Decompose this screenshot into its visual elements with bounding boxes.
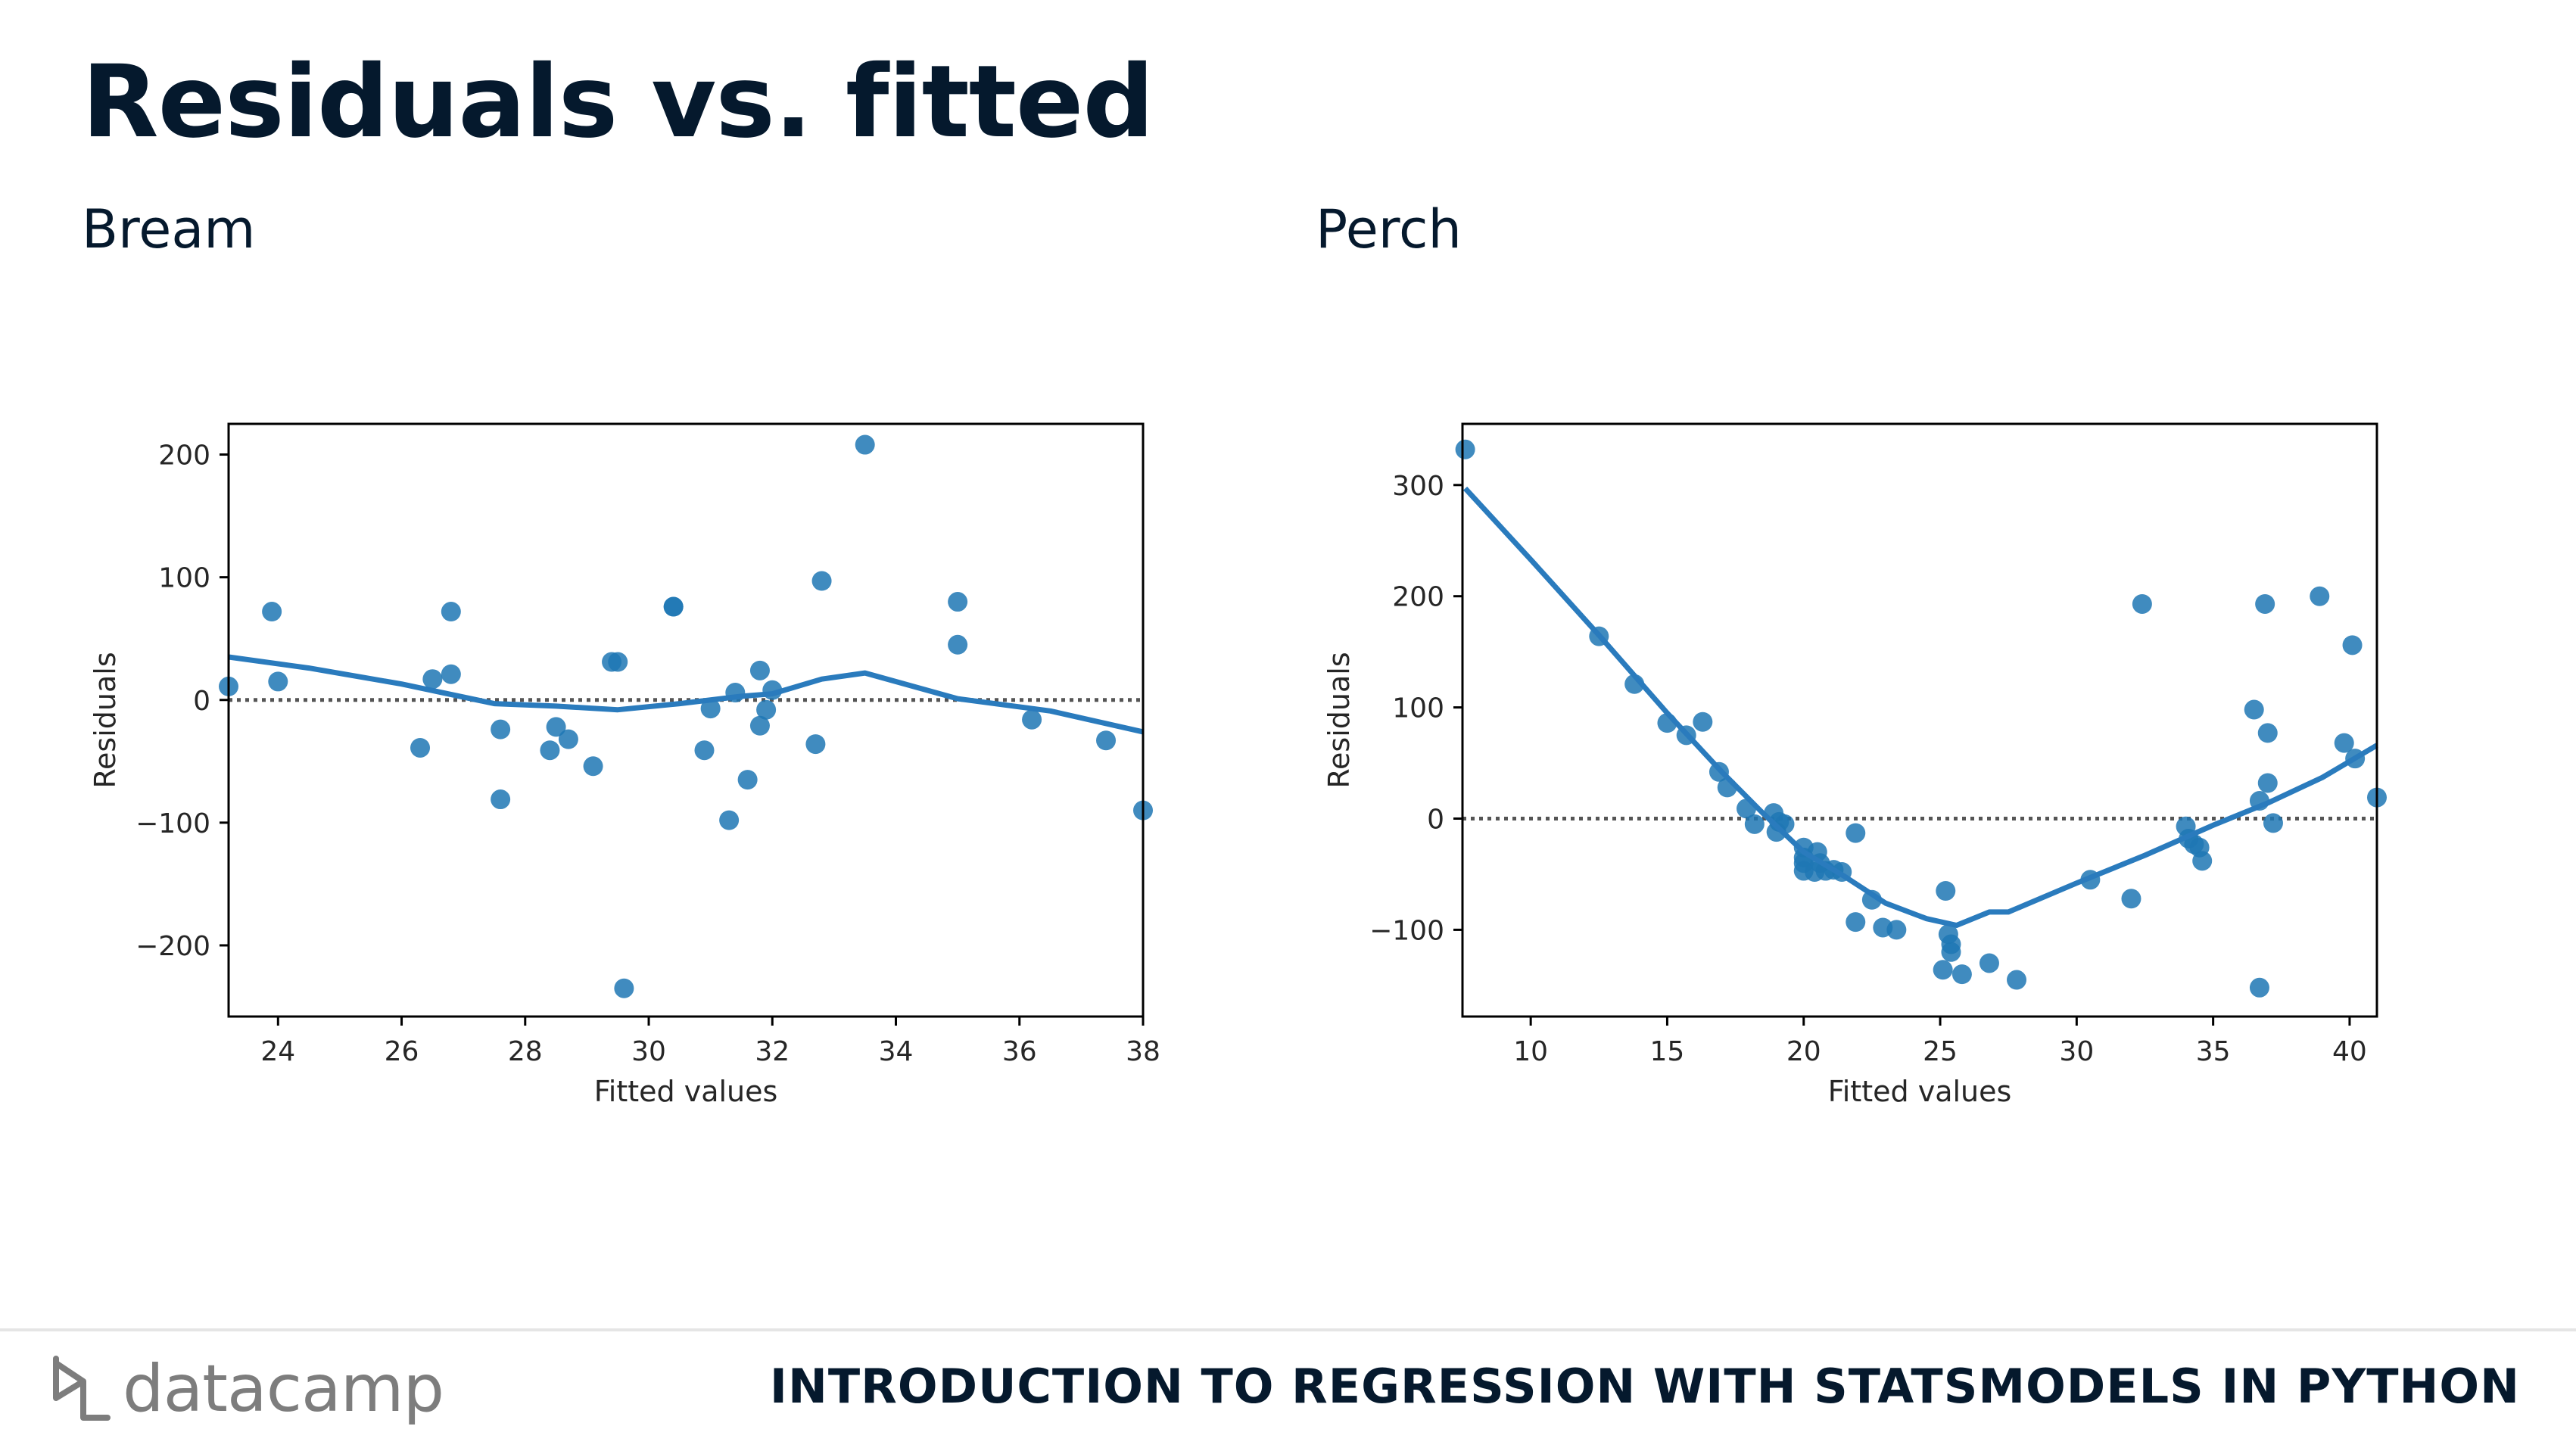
data-point (608, 652, 628, 672)
data-point (2257, 723, 2278, 743)
data-point (2132, 593, 2152, 614)
x-tick-label: 35 (2196, 1036, 2231, 1067)
y-axis-label: Residuals (89, 652, 122, 788)
data-point (1022, 709, 1042, 730)
x-tick-label: 32 (755, 1036, 790, 1067)
data-point (1455, 439, 1475, 459)
y-tick-label: 100 (158, 563, 210, 594)
datacamp-logo-icon (53, 1356, 111, 1421)
data-point (2007, 970, 2027, 990)
data-point (546, 717, 566, 737)
data-point (805, 734, 826, 755)
data-point (1846, 823, 1866, 843)
y-tick-label: −100 (135, 808, 210, 839)
data-point (268, 671, 288, 692)
data-point (2342, 635, 2363, 655)
data-point (262, 602, 282, 622)
x-axis-label: Fitted values (594, 1075, 778, 1108)
data-point (614, 978, 634, 998)
y-tick-label: −200 (135, 931, 210, 962)
data-point (948, 592, 968, 612)
data-point (1846, 912, 1866, 933)
x-tick-label: 20 (1786, 1036, 1821, 1067)
data-point (410, 737, 431, 758)
data-point (1951, 964, 1972, 985)
data-point (2121, 889, 2141, 909)
data-point (811, 571, 832, 591)
data-point (1886, 920, 1907, 940)
x-tick-label: 30 (631, 1036, 666, 1067)
x-tick-label: 15 (1650, 1036, 1685, 1067)
data-point (2244, 699, 2264, 720)
y-tick-label: 300 (1392, 471, 1444, 502)
data-point (441, 602, 461, 622)
data-point (737, 770, 758, 790)
x-tick-label: 40 (2332, 1036, 2367, 1067)
y-tick-label: 200 (1392, 582, 1444, 613)
data-point (1744, 814, 1765, 834)
x-tick-label: 28 (508, 1036, 543, 1067)
data-point (855, 434, 875, 455)
data-point (2257, 773, 2278, 793)
chart-title-perch: Perch (1316, 198, 1462, 260)
data-point (583, 756, 603, 777)
x-tick-label: 25 (1923, 1036, 1958, 1067)
y-tick-label: 0 (193, 686, 210, 717)
x-tick-label: 38 (1126, 1036, 1160, 1067)
data-point (558, 729, 578, 749)
x-tick-label: 24 (260, 1036, 295, 1067)
data-point (441, 664, 461, 684)
data-point (2255, 593, 2275, 614)
data-point (719, 810, 740, 830)
x-tick-label: 30 (2059, 1036, 2094, 1067)
chart-title-bream: Bream (82, 198, 256, 260)
x-tick-label: 26 (385, 1036, 419, 1067)
course-name: INTRODUCTION TO REGRESSION WITH STATSMOD… (769, 1359, 2520, 1414)
data-point (2192, 851, 2213, 871)
y-tick-label: −100 (1369, 915, 1444, 946)
data-point (491, 719, 511, 740)
y-axis-label: Residuals (1322, 652, 1356, 788)
chart-bream: 24 26 28 30 32 34 36 38 −200 −100 0 100 200 Fitted va… (89, 422, 1160, 1108)
data-point (749, 715, 770, 736)
data-point (749, 660, 770, 680)
slide-title: Residuals vs. fitted (82, 44, 1154, 160)
y-tick-label: 100 (1392, 693, 1444, 724)
datacamp-logo[interactable]: datacamp (51, 1347, 444, 1431)
data-point (1096, 730, 1117, 751)
plot-frame (1461, 422, 2378, 1018)
brand-name: datacamp (123, 1351, 444, 1427)
plot-frame (227, 422, 1145, 1018)
y-tick-label: 200 (158, 441, 210, 472)
data-point (1933, 960, 1953, 980)
data-point (2334, 733, 2354, 753)
footer-divider (0, 1328, 2576, 1331)
data-point (540, 740, 560, 761)
lowess-line (228, 654, 1144, 735)
y-tick-label: 0 (1427, 805, 1444, 836)
data-point (1936, 880, 1956, 901)
data-point (948, 634, 968, 655)
data-point (1941, 942, 1961, 962)
data-point (700, 699, 721, 719)
x-tick-label: 10 (1513, 1036, 1548, 1067)
lowess-line (1463, 486, 2378, 928)
data-point (694, 740, 715, 761)
data-point (1693, 711, 1713, 732)
data-point (422, 669, 443, 690)
data-point (2310, 586, 2330, 606)
chart-perch: 10 15 20 25 30 35 40 −100 0 100 200 300 Fitted value… (1322, 422, 2387, 1108)
data-point (663, 596, 684, 617)
x-axis-label: Fitted values (1828, 1075, 2012, 1108)
data-point (1979, 953, 1999, 973)
data-point (2249, 977, 2269, 998)
x-tick-label: 36 (1002, 1036, 1037, 1067)
x-tick-label: 34 (879, 1036, 914, 1067)
data-point (756, 699, 777, 720)
data-point (2263, 813, 2283, 833)
data-point (491, 789, 511, 810)
